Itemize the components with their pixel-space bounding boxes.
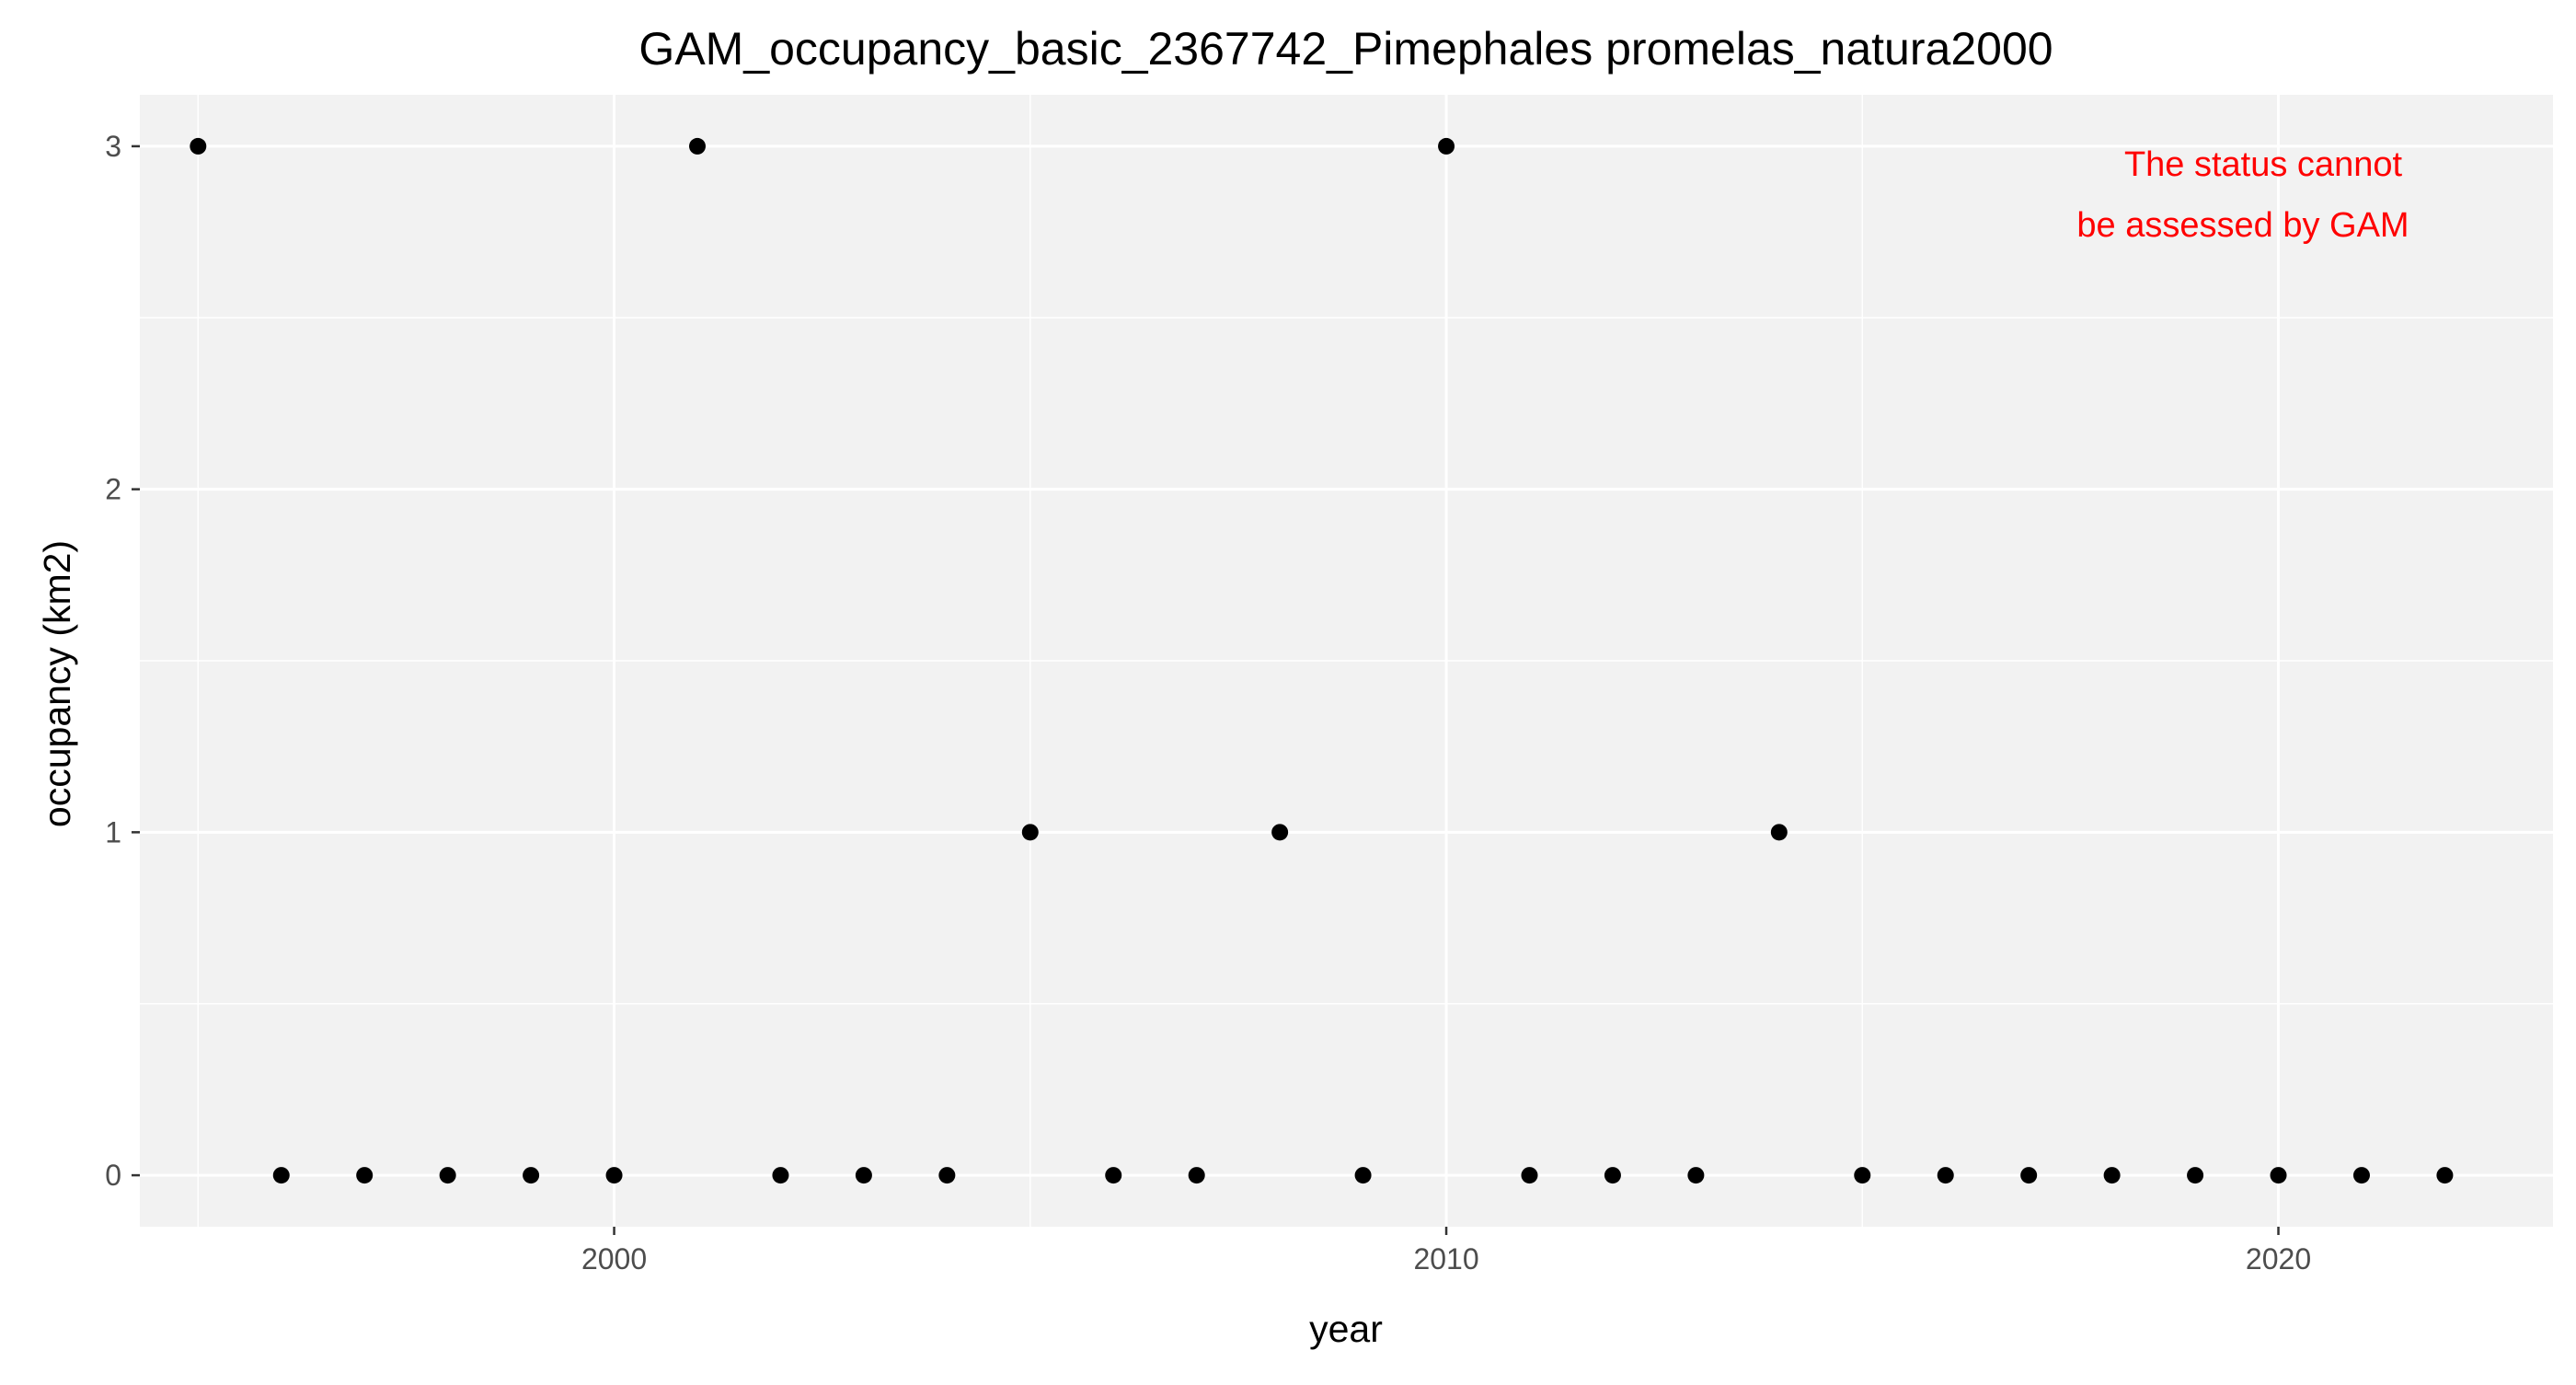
x-axis: 2000 2010 2020 [581,1227,2311,1275]
data-point [605,1167,623,1184]
data-point [1021,824,1039,841]
x-tick-label: 2000 [581,1242,647,1275]
data-point [2436,1167,2454,1184]
y-tick-label: 0 [105,1159,121,1192]
data-point [523,1167,540,1184]
data-point [2103,1167,2121,1184]
data-point [272,1167,290,1184]
annotation-line-2: be assessed by GAM [2076,206,2409,245]
x-axis-label: year [1309,1308,1383,1350]
x-tick-label: 2010 [1413,1242,1478,1275]
data-point [689,137,707,155]
y-tick-label: 2 [105,473,121,506]
y-tick-label: 3 [105,130,121,163]
data-point [2352,1167,2370,1184]
data-point [2187,1167,2204,1184]
data-point [938,1167,956,1184]
data-point [2020,1167,2038,1184]
data-point [1854,1167,1871,1184]
minor-gridlines [140,95,2553,1227]
data-point [1354,1167,1372,1184]
y-tick-label: 1 [105,815,121,848]
data-point [1521,1167,1538,1184]
data-point [1770,824,1788,841]
data-point [772,1167,789,1184]
data-point [1271,824,1289,841]
x-tick-label: 2020 [2246,1242,2311,1275]
data-point [190,137,207,155]
data-point [439,1167,456,1184]
major-gridlines [140,95,2553,1227]
data-point [1105,1167,1122,1184]
annotation-line-1: The status cannot [2124,145,2403,184]
data-point [1438,137,1455,155]
data-point [1687,1167,1705,1184]
data-point [2270,1167,2287,1184]
data-point [855,1167,872,1184]
data-point [356,1167,374,1184]
data-point [1188,1167,1205,1184]
data-point [1937,1167,1954,1184]
y-axis-label: occupancy (km2) [36,540,78,827]
data-points [190,137,2454,1184]
data-point [1604,1167,1621,1184]
chart-title: GAM_occupancy_basic_2367742_Pimephales p… [638,23,2053,75]
y-axis: 0 1 2 3 [105,130,140,1192]
